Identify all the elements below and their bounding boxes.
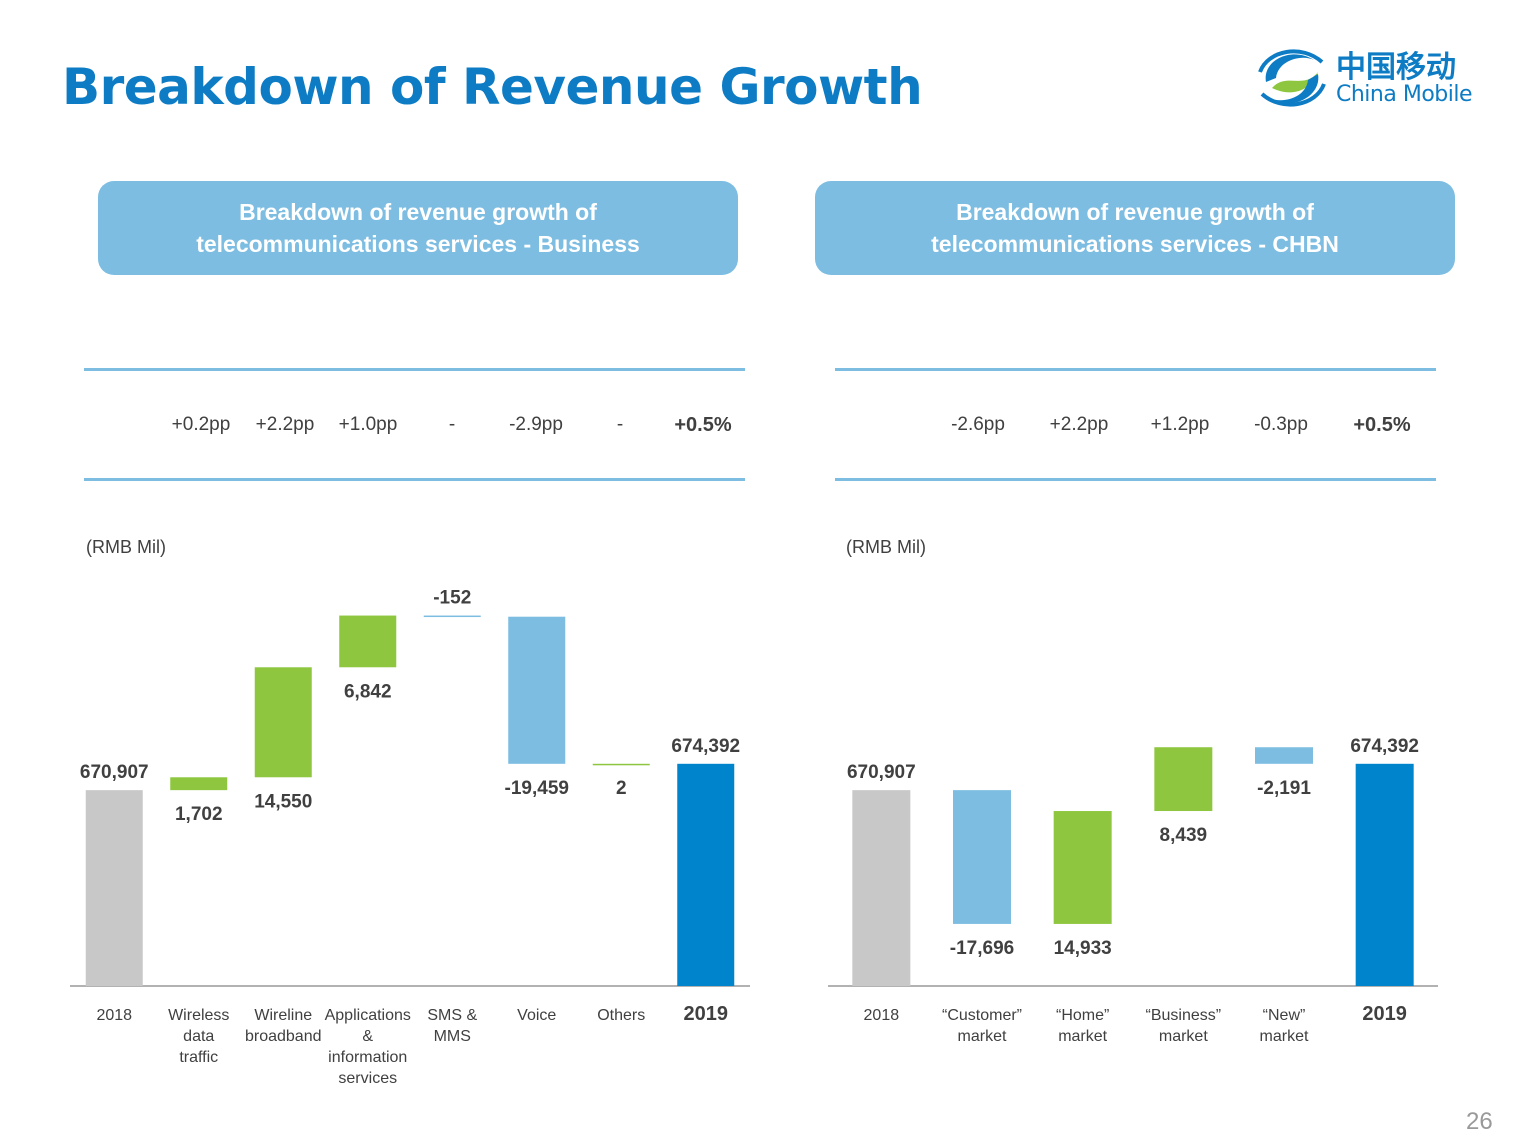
category-label-4-1: MMS bbox=[434, 1028, 471, 1045]
value-label-5: 674,392 bbox=[1350, 736, 1419, 757]
bar-1 bbox=[170, 777, 228, 791]
business-header-line2: telecommunications services - Business bbox=[196, 231, 640, 257]
value-label-3: 6,842 bbox=[344, 681, 392, 702]
logo-english-text: China Mobile bbox=[1336, 82, 1473, 107]
category-label-4-0: SMS & bbox=[427, 1007, 477, 1024]
category-label-0-0: 2018 bbox=[864, 1007, 900, 1024]
chbn-growth-total: +0.5% bbox=[1353, 414, 1411, 436]
category-label-1-0: Wireless bbox=[168, 1007, 229, 1024]
business-growth-4: - bbox=[448, 414, 456, 435]
category-label-1-0: “Customer” bbox=[942, 1007, 1022, 1024]
value-label-4: -152 bbox=[433, 588, 471, 609]
business-unit-label: (RMB Mil) bbox=[86, 537, 166, 557]
chbn-unit-label: (RMB Mil) bbox=[846, 537, 926, 557]
category-label-3-2: information bbox=[328, 1049, 407, 1066]
category-label-7-0: 2019 bbox=[684, 1003, 729, 1025]
value-label-1: -17,696 bbox=[950, 938, 1014, 959]
category-label-6-0: Others bbox=[597, 1007, 645, 1024]
value-label-2: 14,933 bbox=[1054, 938, 1112, 959]
category-label-1-1: market bbox=[958, 1028, 1007, 1045]
category-label-5-0: 2019 bbox=[1362, 1003, 1407, 1025]
category-label-2-1: broadband bbox=[245, 1028, 322, 1045]
value-label-3: 8,439 bbox=[1160, 825, 1208, 846]
bar-2 bbox=[254, 667, 312, 778]
bar-0 bbox=[852, 790, 911, 986]
category-label-3-0: Applications bbox=[325, 1007, 411, 1024]
value-label-7: 674,392 bbox=[671, 736, 740, 757]
bar-0 bbox=[85, 790, 143, 986]
bar-7 bbox=[677, 763, 735, 986]
value-label-5: -19,459 bbox=[505, 778, 569, 799]
value-label-2: 14,550 bbox=[254, 791, 312, 812]
bar-6 bbox=[592, 763, 650, 766]
category-label-2-1: market bbox=[1058, 1028, 1107, 1045]
chbn-waterfall-chart: 670,907 2018 -17,696 “Customer” market 14,933… bbox=[828, 736, 1438, 1045]
category-label-4-1: market bbox=[1260, 1028, 1309, 1045]
chbn-growth-4: -0.3pp bbox=[1254, 414, 1308, 435]
category-label-0-0: 2018 bbox=[96, 1007, 132, 1024]
chbn-bottom-rule bbox=[835, 478, 1436, 481]
business-growth-total: +0.5% bbox=[674, 414, 732, 436]
bar-1 bbox=[953, 790, 1011, 924]
business-growth-6: - bbox=[616, 414, 624, 435]
category-label-5-0: Voice bbox=[517, 1007, 556, 1024]
category-label-1-1: data bbox=[183, 1028, 214, 1045]
category-label-3-0: “Business” bbox=[1146, 1007, 1222, 1024]
category-label-2-0: Wireline bbox=[254, 1007, 312, 1024]
bar-3 bbox=[1154, 747, 1213, 812]
business-panel-header: Breakdown of revenue growth of telecommu… bbox=[98, 181, 738, 275]
china-mobile-logo: 中国移动 China Mobile bbox=[1252, 42, 1482, 114]
category-label-3-3: services bbox=[338, 1070, 397, 1087]
value-label-0: 670,907 bbox=[80, 762, 149, 783]
business-growth-2: +2.2pp bbox=[255, 414, 315, 435]
category-label-3-1: market bbox=[1159, 1028, 1208, 1045]
value-label-6: 2 bbox=[616, 778, 627, 799]
bar-4 bbox=[423, 615, 481, 618]
business-bottom-rule bbox=[84, 478, 745, 481]
business-waterfall-chart: 670,907 2018 1,702 Wireless data traffic 14,55… bbox=[70, 588, 750, 1087]
business-top-rule bbox=[84, 368, 745, 371]
business-growth-3: +1.0pp bbox=[338, 414, 398, 435]
page-title: Breakdown of Revenue Growth bbox=[62, 58, 923, 116]
bar-5 bbox=[508, 616, 566, 764]
bar-3 bbox=[339, 615, 397, 668]
page-number: 26 bbox=[1466, 1108, 1493, 1135]
chbn-panel-header: Breakdown of revenue growth of telecommu… bbox=[815, 181, 1455, 275]
chbn-header-line1: Breakdown of revenue growth of bbox=[956, 199, 1314, 225]
chbn-top-rule bbox=[835, 368, 1436, 371]
bar-2 bbox=[1053, 811, 1112, 924]
bar-5 bbox=[1355, 763, 1414, 986]
value-label-0: 670,907 bbox=[847, 762, 916, 783]
value-label-1: 1,702 bbox=[175, 804, 223, 825]
bar-4 bbox=[1255, 747, 1313, 764]
business-header-line1: Breakdown of revenue growth of bbox=[239, 199, 597, 225]
chbn-header-line2: telecommunications services - CHBN bbox=[931, 231, 1339, 257]
chbn-growth-2: +2.2pp bbox=[1049, 414, 1109, 435]
china-mobile-logo-icon bbox=[1258, 49, 1326, 107]
category-label-1-2: traffic bbox=[179, 1049, 218, 1066]
logo-chinese-text: 中国移动 bbox=[1336, 50, 1456, 85]
value-label-4: -2,191 bbox=[1257, 778, 1311, 799]
business-growth-1: +0.2pp bbox=[171, 414, 231, 435]
category-label-2-0: “Home” bbox=[1056, 1007, 1109, 1024]
chbn-growth-1: -2.6pp bbox=[951, 414, 1005, 435]
business-growth-5: -2.9pp bbox=[509, 414, 563, 435]
chbn-growth-3: +1.2pp bbox=[1150, 414, 1210, 435]
category-label-4-0: “New” bbox=[1263, 1007, 1306, 1024]
category-label-3-1: & bbox=[362, 1028, 373, 1045]
